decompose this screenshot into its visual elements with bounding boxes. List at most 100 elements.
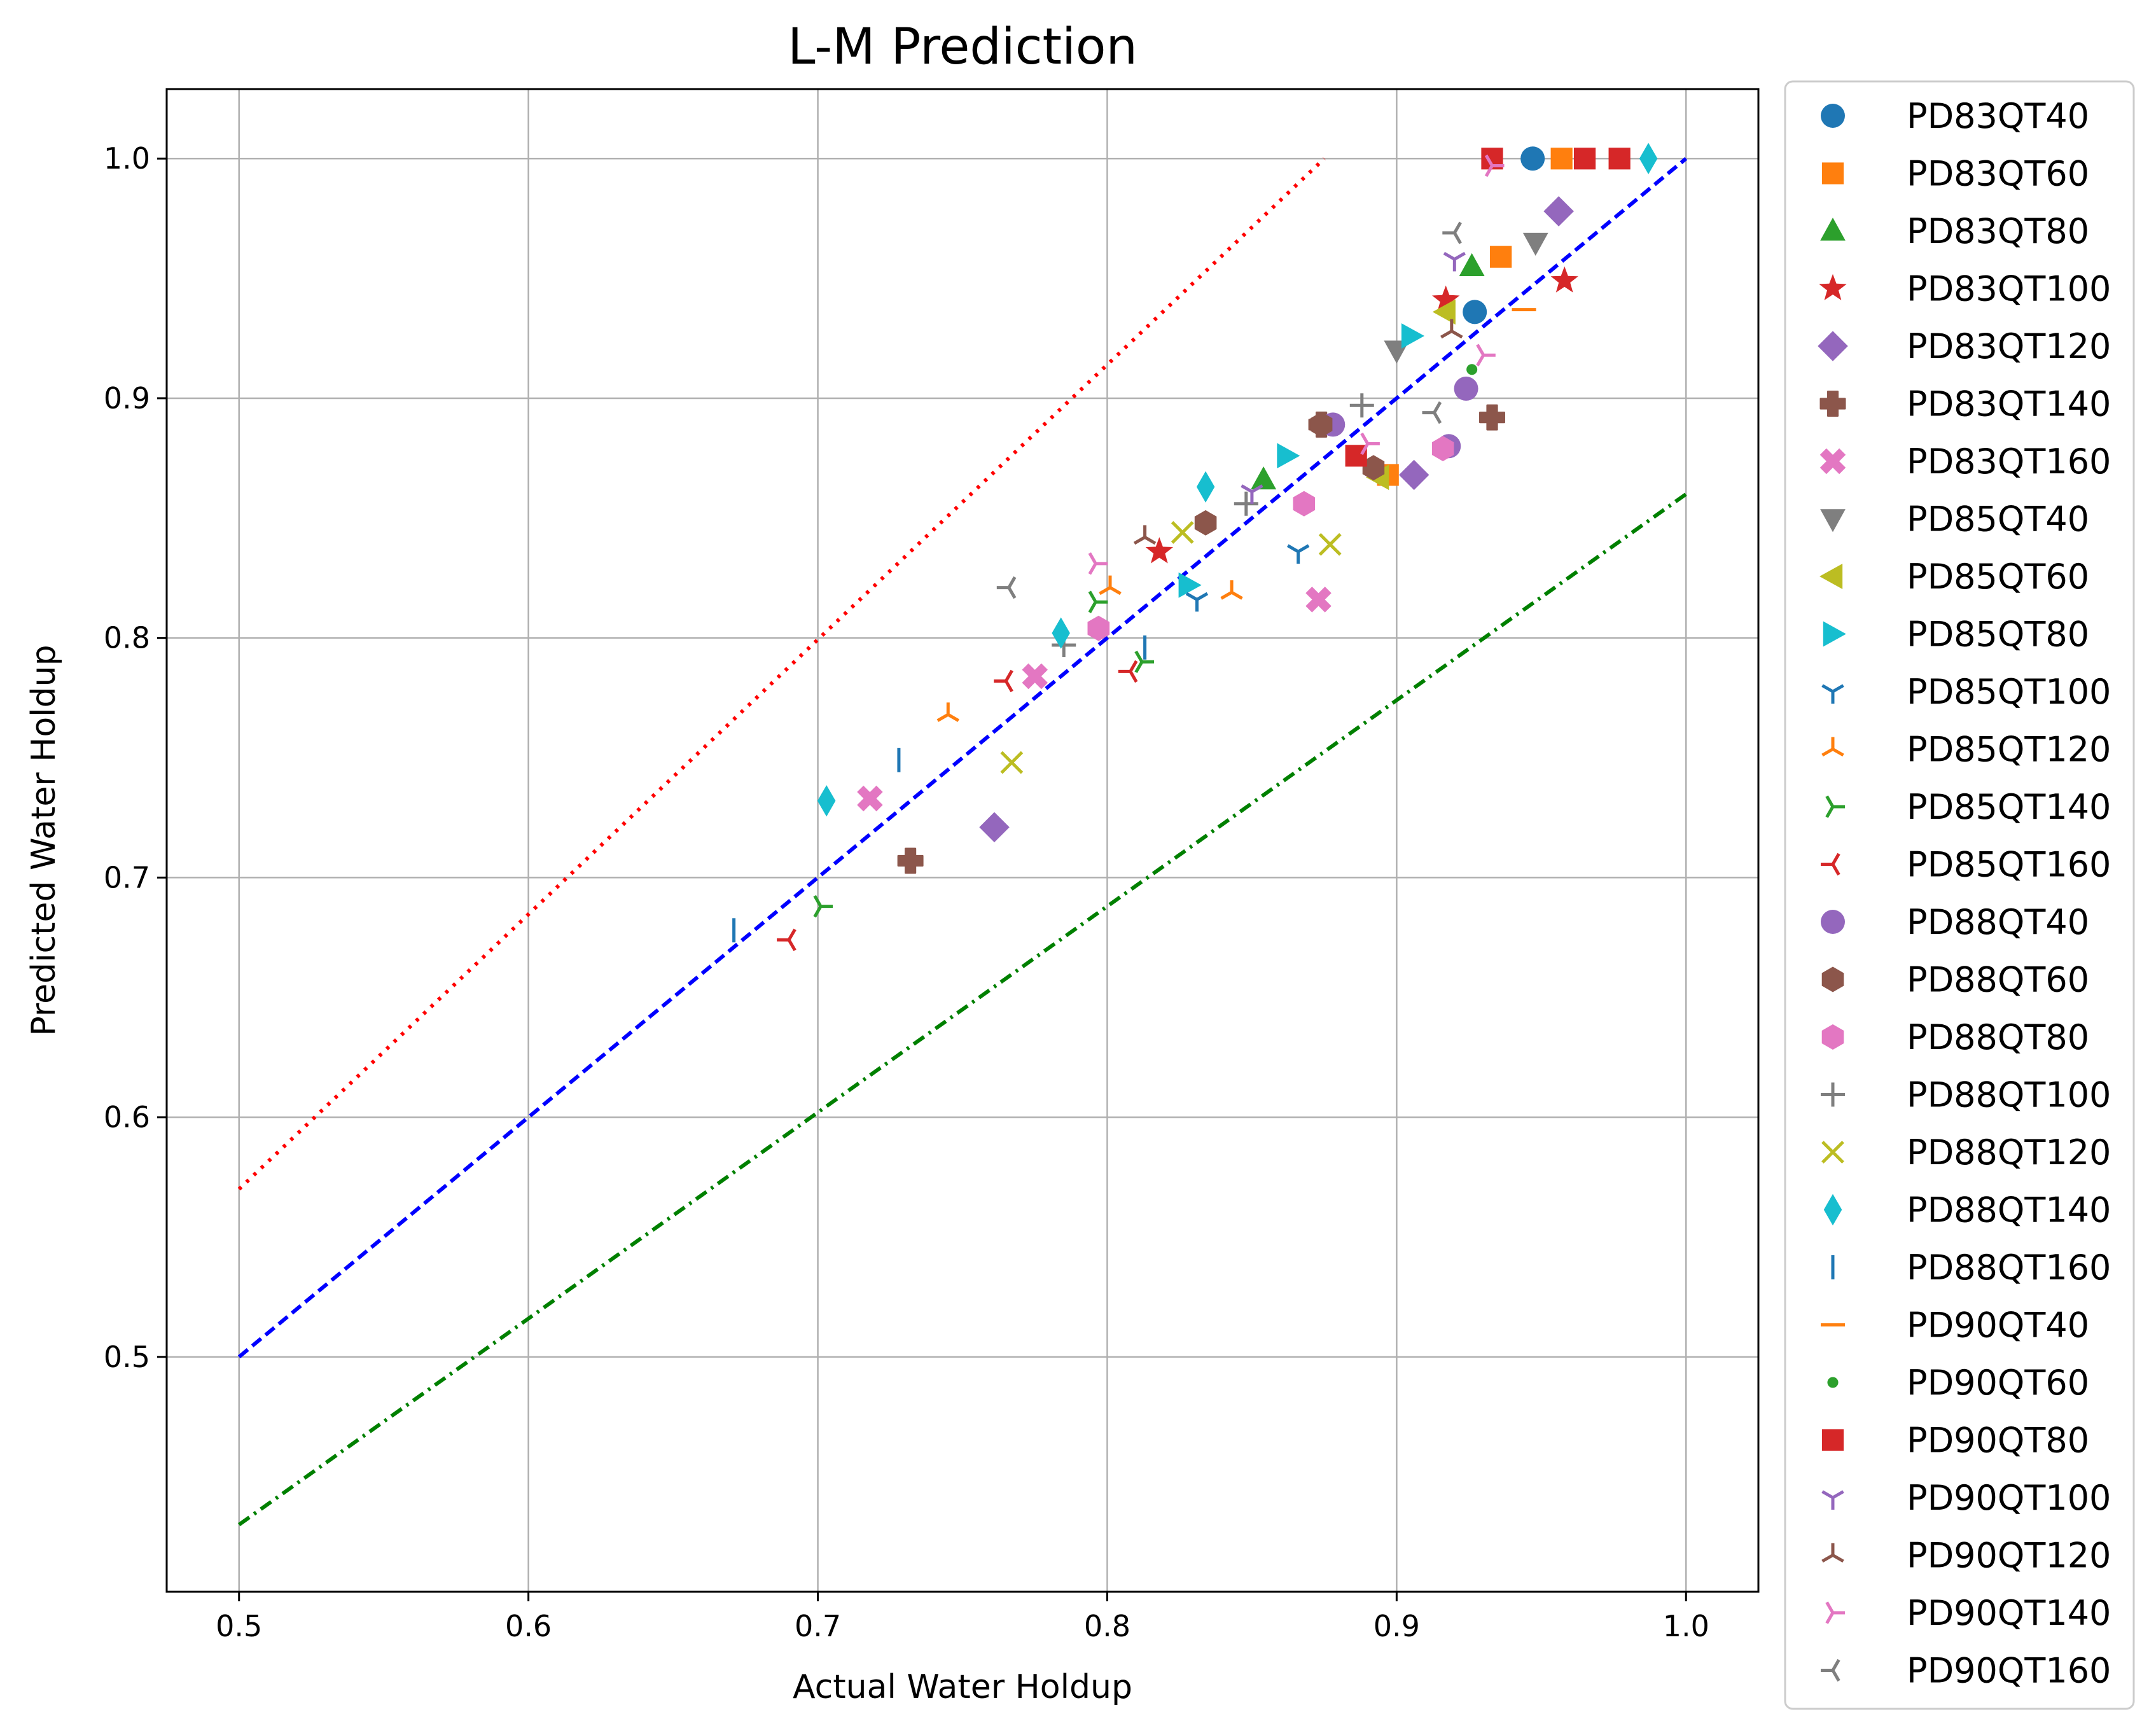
legend-marker: [1821, 737, 1844, 757]
y-tick-label: 0.9: [104, 381, 150, 415]
data-point: [1087, 615, 1110, 641]
x-tick-label: 0.7: [795, 1609, 841, 1643]
legend-label: PD88QT80: [1907, 1017, 2089, 1057]
perfect-fit-line: [237, 157, 1688, 1359]
legend-label: PD88QT140: [1907, 1190, 2111, 1230]
data-point: [1459, 253, 1485, 276]
series-PD88QT80: [1087, 436, 1454, 641]
data-point: [1550, 266, 1578, 293]
data-point: [936, 702, 959, 722]
legend-marker: [1821, 1659, 1840, 1682]
legend-label: PD88QT60: [1907, 960, 2089, 1000]
legend-label: PD85QT40: [1907, 499, 2089, 539]
series-PD88QT160: [732, 635, 1147, 943]
y-tick-label: 0.6: [104, 1100, 150, 1134]
data-point: [1310, 412, 1333, 438]
legend-label: PD90QT80: [1907, 1421, 2089, 1461]
legend-label: PD90QT60: [1907, 1363, 2089, 1403]
x-tick-label: 0.9: [1374, 1609, 1420, 1643]
legend-label: PD90QT140: [1907, 1593, 2111, 1633]
data-point: [1398, 459, 1429, 491]
series-PD88QT60: [1194, 412, 1385, 536]
legend-marker: [1821, 1082, 1845, 1107]
data-point: [1134, 650, 1155, 674]
series-PD83QT80: [1251, 253, 1485, 490]
legend-label: PD83QT40: [1907, 96, 2089, 136]
data-point: [1454, 376, 1478, 401]
data-point: [1490, 246, 1512, 268]
data-point: [1178, 572, 1202, 598]
legend-marker: [1820, 509, 1846, 532]
lower-bound-line: [237, 492, 1688, 1526]
data-point: [1401, 323, 1424, 349]
legend-marker: [1823, 1194, 1842, 1226]
legend-marker: [1820, 218, 1846, 241]
data-point: [1196, 471, 1215, 503]
x-tick-label: 0.6: [505, 1609, 552, 1643]
legend-marker: [1823, 621, 1846, 647]
legend-marker: [1819, 564, 1843, 589]
data-point: [1463, 300, 1487, 324]
series-PD90QT160: [996, 221, 1462, 599]
reference-lines: [237, 157, 1688, 1526]
data-point: [1360, 432, 1380, 456]
data-point: [1234, 491, 1258, 516]
data-points: [732, 143, 1658, 952]
data-point: [897, 847, 924, 874]
data-point: [1543, 196, 1574, 226]
data-point: [1466, 364, 1478, 375]
legend-marker: [1821, 1543, 1844, 1563]
data-point: [1476, 344, 1496, 366]
data-point: [1220, 580, 1243, 600]
axis-ticks: 0.5 0.6 0.7 0.8 0.9 1.0 0.5 0.6 0.7 0.8 0.9 1.0: [104, 141, 1709, 1643]
grid: [167, 89, 1758, 1592]
data-point: [1088, 590, 1108, 613]
data-point: [1286, 544, 1310, 564]
legend-label: PD83QT60: [1907, 154, 2089, 194]
y-tick-label: 0.5: [104, 1340, 150, 1374]
legend-item-PD85QT40: PD85QT40: [1820, 499, 2089, 539]
data-point: [777, 928, 796, 952]
data-point: [1171, 521, 1194, 544]
legend-item-PD88QT100: PD88QT100: [1821, 1075, 2111, 1115]
series-PD85QT120: [936, 575, 1243, 722]
data-point: [1432, 285, 1460, 312]
x-tick-label: 0.8: [1084, 1609, 1130, 1643]
legend-marker: [1825, 1601, 1845, 1624]
data-point: [1431, 436, 1454, 461]
legend-label: PD88QT120: [1907, 1132, 2111, 1173]
series-PD90QT60: [1466, 364, 1478, 375]
data-point: [817, 785, 836, 817]
legend-frame: [1784, 80, 2135, 1710]
data-point: [1422, 401, 1442, 424]
legend-item-PD88QT140: PD88QT140: [1823, 1190, 2111, 1230]
chart-title: L-M Prediction: [788, 18, 1137, 76]
data-point: [1000, 751, 1024, 774]
legend-item-PD85QT80: PD85QT80: [1823, 615, 2089, 655]
legend-marker: [1821, 910, 1845, 934]
data-point: [1440, 319, 1463, 339]
data-point: [1573, 148, 1596, 170]
legend-item-PD83QT80: PD83QT80: [1820, 211, 2089, 251]
data-point: [1362, 455, 1385, 481]
data-point: [996, 576, 1017, 599]
x-tick-label: 0.5: [216, 1609, 262, 1643]
legend-marker: [1825, 795, 1845, 818]
legend-label: PD88QT40: [1907, 902, 2089, 942]
legend-label: PD85QT100: [1907, 672, 2111, 712]
series-PD85QT160: [777, 660, 1138, 952]
data-point: [1484, 154, 1505, 177]
data-point: [1022, 663, 1048, 690]
legend-item-PD85QT140: PD85QT140: [1825, 787, 2111, 827]
legend-label: PD88QT100: [1907, 1075, 2111, 1115]
series-PD85QT80: [1178, 323, 1424, 598]
y-tick-label: 1.0: [104, 141, 150, 176]
legend-item-PD88QT120: PD88QT120: [1821, 1132, 2111, 1173]
series-PD90QT120: [1133, 319, 1463, 545]
legend-marker: [1821, 104, 1845, 128]
legend-marker: [1819, 274, 1847, 300]
data-point: [1194, 510, 1217, 536]
legend-label: PD83QT120: [1907, 326, 2111, 366]
series-PD90QT140: [1088, 154, 1505, 575]
